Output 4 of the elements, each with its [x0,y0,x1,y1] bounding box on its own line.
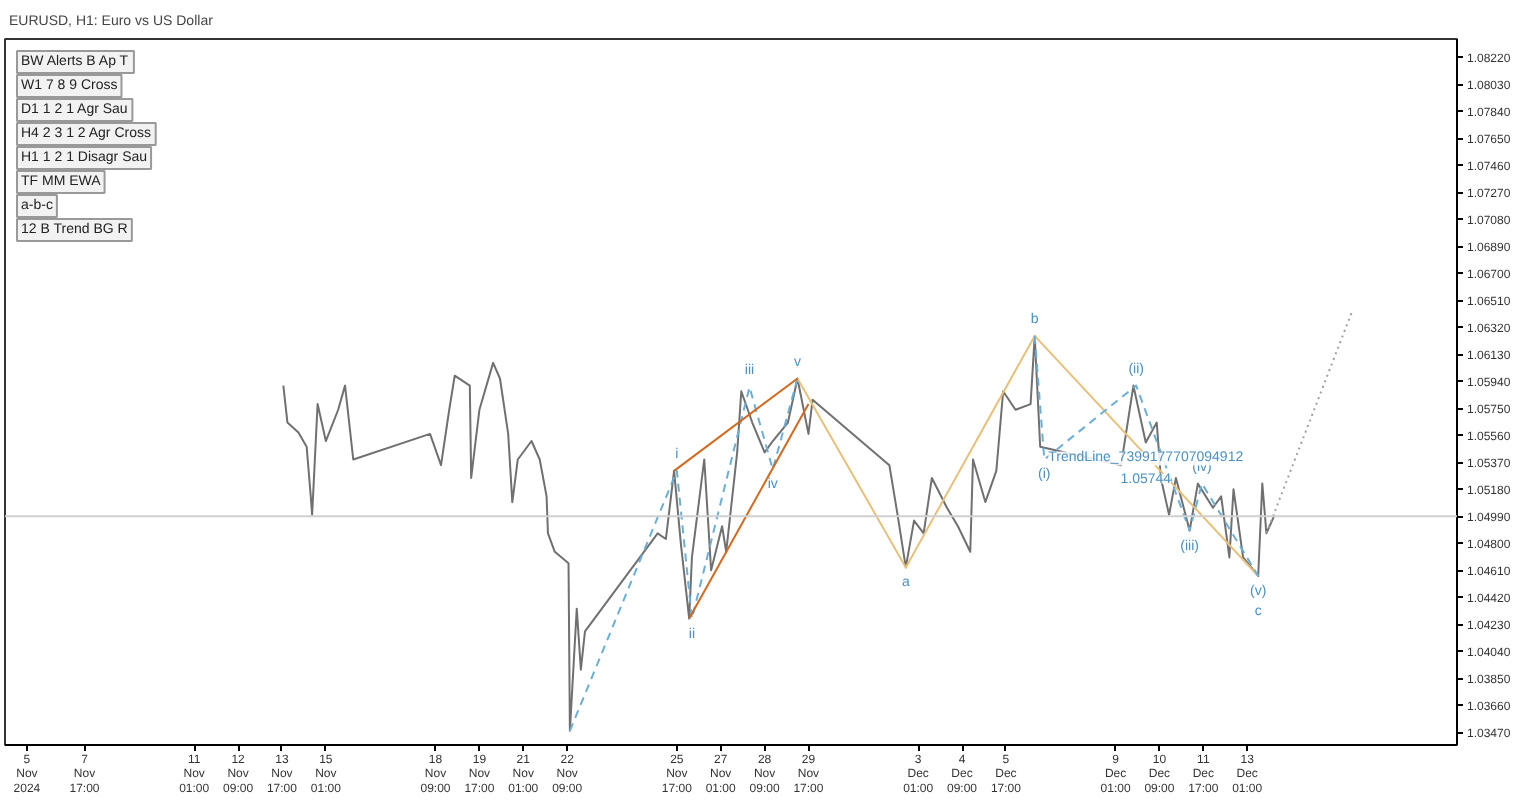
line-series [796,334,1260,577]
line-series [568,377,799,732]
line-series [282,334,1276,732]
line-series [1033,334,1260,577]
